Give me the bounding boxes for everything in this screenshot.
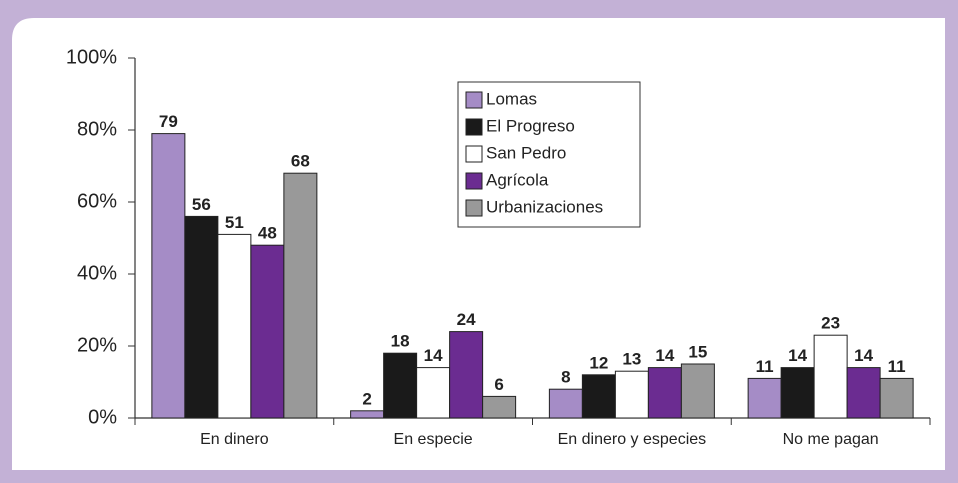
bar xyxy=(647,367,682,419)
bar xyxy=(350,410,385,419)
value-label: 51 xyxy=(225,213,244,232)
bar xyxy=(416,367,451,419)
bar xyxy=(780,367,815,419)
legend-swatch xyxy=(465,118,483,136)
bar xyxy=(548,388,583,419)
bar xyxy=(614,370,649,419)
y-tick-label: 0% xyxy=(88,406,117,428)
x-tick-label: En especie xyxy=(394,431,473,448)
value-label: 18 xyxy=(391,332,410,351)
x-tick-label: En dinero y especies xyxy=(558,431,707,448)
value-label: 14 xyxy=(424,346,443,365)
value-label: 14 xyxy=(788,346,807,365)
bar xyxy=(879,377,914,419)
y-tick-label: 100% xyxy=(66,46,117,68)
legend-label: Agrícola xyxy=(486,170,549,189)
legend-swatch xyxy=(465,172,483,190)
bar xyxy=(449,331,484,419)
bar xyxy=(217,233,252,419)
bar xyxy=(250,244,285,419)
value-label: 48 xyxy=(258,224,277,243)
value-label: 15 xyxy=(688,342,707,361)
value-label: 24 xyxy=(457,310,476,329)
legend-box xyxy=(457,81,641,228)
legend-swatch xyxy=(465,199,483,217)
value-label: 12 xyxy=(589,353,608,372)
y-tick-label: 40% xyxy=(77,262,117,284)
y-tick-label: 80% xyxy=(77,118,117,140)
y-tick-label: 60% xyxy=(77,190,117,212)
bar xyxy=(151,133,186,419)
bar xyxy=(680,363,715,419)
value-label: 23 xyxy=(821,314,840,333)
value-label: 8 xyxy=(561,368,570,387)
legend-label: Urbanizaciones xyxy=(486,197,603,216)
y-tick-label: 20% xyxy=(77,334,117,356)
bar xyxy=(846,367,881,419)
value-label: 14 xyxy=(655,346,674,365)
value-label: 79 xyxy=(159,112,178,131)
legend-swatch xyxy=(465,91,483,109)
x-tick-label: En dinero xyxy=(200,431,269,448)
value-label: 68 xyxy=(291,152,310,171)
bar xyxy=(813,334,848,419)
bar xyxy=(383,352,418,419)
value-label: 11 xyxy=(888,357,906,376)
legend-label: El Progreso xyxy=(486,116,575,135)
bar xyxy=(482,395,517,419)
legend-label: San Pedro xyxy=(486,143,566,162)
x-tick-label: No me pagan xyxy=(783,431,879,448)
value-label: 2 xyxy=(362,389,371,408)
legend-label: Lomas xyxy=(486,89,537,108)
value-label: 13 xyxy=(622,350,641,369)
value-label: 14 xyxy=(854,346,873,365)
bar xyxy=(184,215,219,419)
bar xyxy=(283,172,318,419)
value-label: 6 xyxy=(494,375,503,394)
bar xyxy=(581,374,616,419)
value-label: 11 xyxy=(756,357,774,376)
value-label: 56 xyxy=(192,195,211,214)
bar xyxy=(747,377,782,419)
legend-swatch xyxy=(465,145,483,163)
